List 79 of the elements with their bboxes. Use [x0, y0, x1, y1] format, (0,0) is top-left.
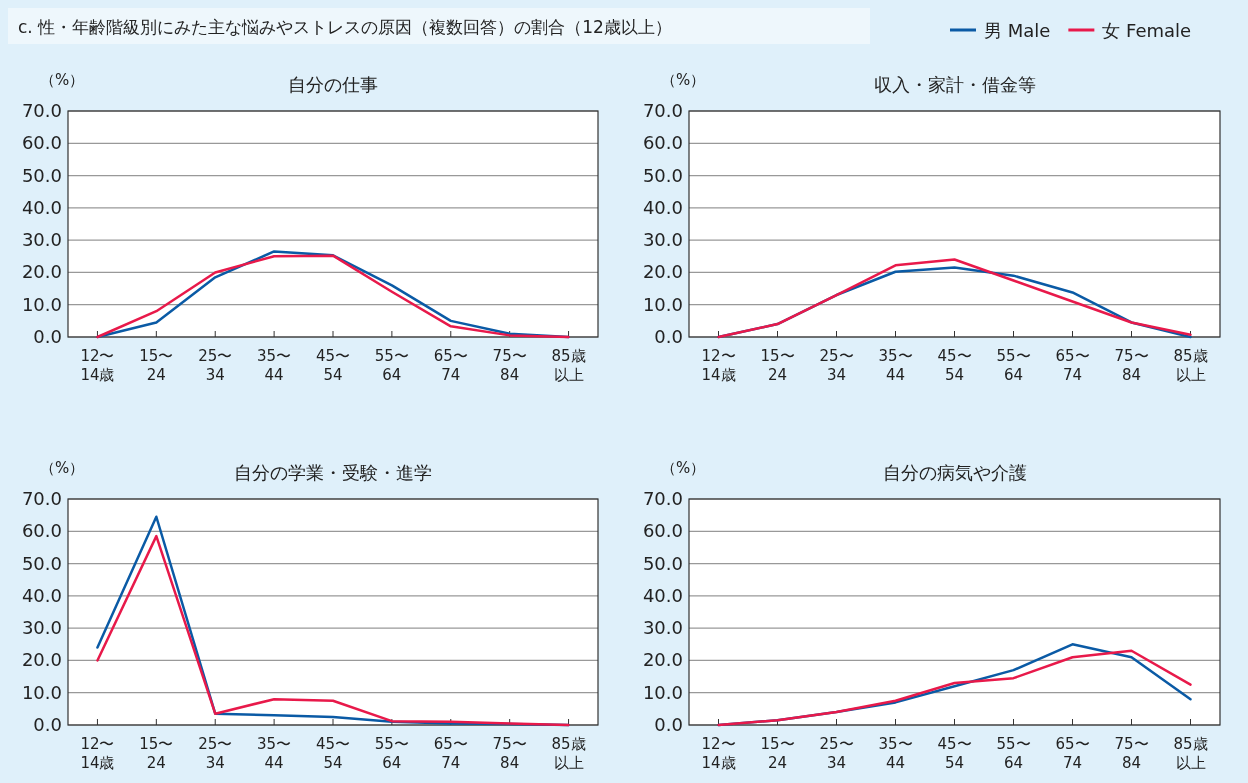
y-tick-label: 20.0 [21, 649, 62, 671]
y-tick-label: 0.0 [33, 714, 62, 735]
y-tick-label: 40.0 [642, 196, 683, 218]
x-tick-label: 45〜54 [315, 347, 351, 384]
x-tick-label: 15〜24 [139, 347, 174, 384]
x-tick-label: 15〜24 [760, 735, 795, 772]
x-tick-label: 35〜44 [878, 347, 913, 384]
x-tick-label: 25〜34 [198, 347, 233, 384]
x-tick-label: 75〜84 [492, 735, 527, 772]
y-tick-label: 60.0 [21, 520, 62, 542]
x-tick-label: 15〜24 [760, 347, 795, 384]
x-tick-label: 75〜84 [1114, 347, 1149, 384]
y-axis-title: （%） [40, 71, 85, 89]
y-tick-label: 70.0 [21, 488, 62, 509]
y-tick-label: 0.0 [654, 714, 683, 735]
x-tick-label: 55〜64 [374, 347, 409, 384]
chart-title: 収入・家計・借金等 [873, 74, 1036, 95]
y-tick-label: 10.0 [642, 681, 683, 703]
y-tick-label: 0.0 [654, 326, 683, 347]
x-tick-label: 35〜44 [257, 735, 292, 772]
x-tick-label: 12〜14歳 [701, 735, 736, 772]
x-tick-label: 45〜54 [937, 347, 972, 384]
x-tick-label: 12〜14歳 [701, 347, 736, 384]
x-tick-label: 12〜14歳 [80, 735, 115, 772]
y-tick-label: 60.0 [21, 132, 62, 154]
x-tick-label: 75〜84 [492, 347, 527, 384]
y-tick-label: 50.0 [642, 164, 683, 186]
legend-label: 男 Male [984, 20, 1051, 41]
x-tick-label: 85歳以上 [551, 347, 586, 384]
y-tick-label: 40.0 [21, 584, 62, 606]
chart-title: 自分の学業・受験・進学 [234, 462, 432, 483]
y-axis-title: （%） [40, 459, 85, 477]
y-tick-label: 20.0 [21, 261, 62, 283]
y-tick-label: 50.0 [21, 552, 62, 574]
x-tick-label: 65〜74 [1055, 735, 1090, 772]
x-tick-label: 55〜64 [996, 347, 1031, 384]
chart-subtitle: c. 性・年齢階級別にみた主な悩みやストレスの原因（複数回答）の割合（12歳以上） [18, 17, 672, 37]
chart-title: 自分の病気や介護 [882, 462, 1027, 483]
x-tick-label: 75〜84 [1114, 735, 1149, 772]
x-tick-label: 65〜74 [433, 735, 468, 772]
x-tick-label: 12〜14歳 [80, 347, 115, 384]
y-tick-label: 20.0 [642, 261, 683, 283]
x-tick-label: 45〜54 [315, 735, 351, 772]
x-tick-label: 55〜64 [374, 735, 409, 772]
x-tick-label: 65〜74 [1055, 347, 1090, 384]
legend-label: 女 Female [1102, 20, 1192, 41]
y-axis-title: （%） [661, 71, 706, 89]
y-tick-label: 30.0 [642, 617, 683, 639]
y-tick-label: 30.0 [642, 229, 683, 251]
x-tick-label: 25〜34 [819, 735, 854, 772]
y-tick-label: 40.0 [21, 196, 62, 218]
y-tick-label: 50.0 [642, 552, 683, 574]
x-tick-label: 25〜34 [819, 347, 854, 384]
y-axis-title: （%） [661, 459, 706, 477]
x-tick-label: 85歳以上 [551, 735, 586, 772]
y-tick-label: 70.0 [21, 100, 62, 121]
x-tick-label: 65〜74 [433, 347, 468, 384]
y-tick-label: 10.0 [21, 293, 62, 315]
y-tick-label: 10.0 [21, 681, 62, 703]
y-tick-label: 60.0 [642, 132, 683, 154]
x-tick-label: 35〜44 [257, 347, 292, 384]
y-tick-label: 70.0 [642, 488, 683, 509]
x-tick-label: 55〜64 [996, 735, 1031, 772]
x-tick-label: 85歳以上 [1173, 347, 1208, 384]
y-tick-label: 20.0 [642, 649, 683, 671]
y-tick-label: 60.0 [642, 520, 683, 542]
y-tick-label: 50.0 [21, 164, 62, 186]
x-tick-label: 85歳以上 [1173, 735, 1208, 772]
chart-title: 自分の仕事 [288, 74, 378, 95]
x-tick-label: 25〜34 [198, 735, 233, 772]
x-tick-label: 45〜54 [937, 735, 972, 772]
y-tick-label: 0.0 [33, 326, 62, 347]
x-tick-label: 15〜24 [139, 735, 174, 772]
y-tick-label: 30.0 [21, 229, 62, 251]
y-tick-label: 40.0 [642, 584, 683, 606]
y-tick-label: 30.0 [21, 617, 62, 639]
x-tick-label: 35〜44 [878, 735, 913, 772]
y-tick-label: 10.0 [642, 293, 683, 315]
y-tick-label: 70.0 [642, 100, 683, 121]
